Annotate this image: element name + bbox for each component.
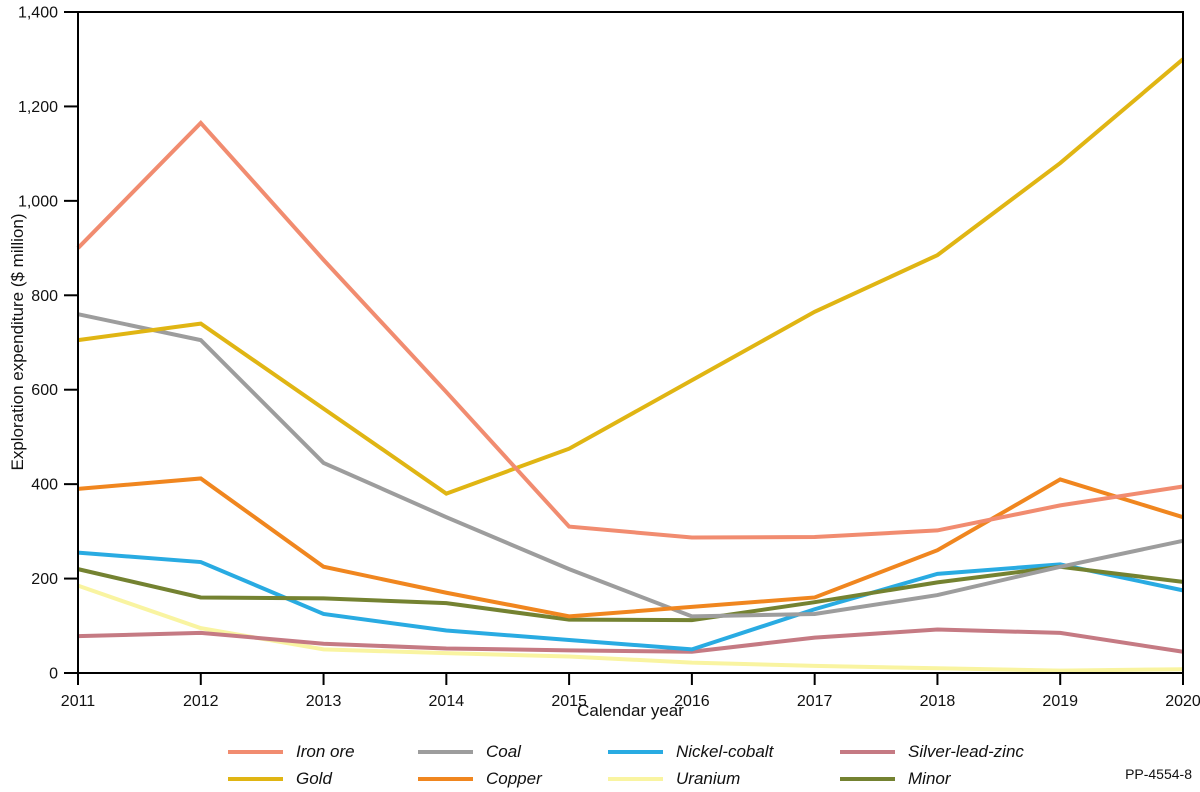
legend-item-uranium: Uranium [608, 765, 773, 792]
legend-item-coal: Coal [418, 738, 542, 765]
legend-item-nickel-cobalt: Nickel-cobalt [608, 738, 773, 765]
legend-swatch-uranium [608, 776, 663, 781]
series-line-coal [77, 312, 1184, 619]
legend-column: Coal Copper [418, 738, 542, 792]
legend-item-gold: Gold [228, 765, 355, 792]
x-axis-tick-label: 2013 [306, 693, 342, 710]
legend-label-silver-lead-zinc: Silver-lead-zinc [908, 741, 1024, 761]
legend-item-silver-lead-zinc: Silver-lead-zinc [840, 738, 1024, 765]
series-line-minor [77, 564, 1184, 623]
series-line-gold [77, 57, 1185, 496]
y-axis-tick-label: 1,200 [18, 99, 58, 116]
legend-swatch-silver-lead-zinc [840, 749, 895, 754]
legend-swatch-nickel-cobalt [608, 749, 663, 754]
y-axis-tick-label: 600 [31, 382, 58, 399]
x-axis-tick-label: 2020 [1165, 693, 1200, 710]
x-axis-title: Calendar year [577, 701, 684, 720]
figure-code: PP-4554-8 [1125, 766, 1192, 782]
legend-item-iron-ore: Iron ore [228, 738, 355, 765]
x-axis-tick-label: 2011 [61, 693, 96, 710]
x-axis-tick-label: 2014 [429, 693, 465, 710]
y-axis-tick-label: 1,400 [18, 5, 58, 22]
legend-label-iron-ore: Iron ore [296, 741, 355, 761]
y-axis-tick-label: 200 [31, 571, 58, 588]
series-line-silver-lead-zinc [77, 627, 1184, 654]
axis-frame [77, 11, 1184, 674]
legend-swatch-minor [840, 776, 895, 781]
legend-swatch-iron-ore [228, 749, 283, 754]
series-line-copper [77, 476, 1184, 619]
legend-label-gold: Gold [296, 768, 332, 788]
x-axis-tick-label: 2012 [183, 693, 219, 710]
legend-item-minor: Minor [840, 765, 1024, 792]
legend-label-minor: Minor [908, 768, 951, 788]
y-axis-tick-label: 0 [49, 666, 58, 683]
legend-item-copper: Copper [418, 765, 542, 792]
legend-swatch-copper [418, 776, 473, 781]
legend-swatch-coal [418, 749, 473, 754]
y-axis-title: Exploration expenditure ($ million) [8, 213, 27, 471]
x-axis-tick-label: 2018 [920, 693, 956, 710]
chart-legend: Iron ore Gold Coal Copper Nickel-cobalt Urani… [228, 738, 1198, 792]
x-axis-tick-label: 2019 [1042, 693, 1078, 710]
x-axis-tick-label: 2016 [674, 693, 710, 710]
legend-column: Iron ore Gold [228, 738, 355, 792]
x-axis-tick-label: 2015 [551, 693, 587, 710]
y-axis-tick-label: 1,000 [18, 193, 58, 210]
series-line-nickel-cobalt [77, 550, 1184, 652]
series-line-iron-ore [76, 120, 1184, 540]
legend-label-nickel-cobalt: Nickel-cobalt [676, 741, 774, 761]
legend-column: Silver-lead-zinc Minor [840, 738, 1024, 792]
legend-swatch-gold [228, 776, 283, 781]
legend-label-copper: Copper [486, 768, 542, 788]
chart-plot-area: 0 200 400 600 800 1,000 1,200 1,400 2011 2012 2013… [18, 5, 1200, 711]
x-axis-tick-label: 2017 [797, 693, 833, 710]
legend-label-uranium: Uranium [676, 768, 741, 788]
y-axis-tick-label: 800 [31, 288, 58, 305]
y-axis-tick-label: 400 [31, 477, 58, 494]
legend-column: Nickel-cobalt Uranium [608, 738, 773, 792]
legend-label-coal: Coal [486, 741, 521, 761]
